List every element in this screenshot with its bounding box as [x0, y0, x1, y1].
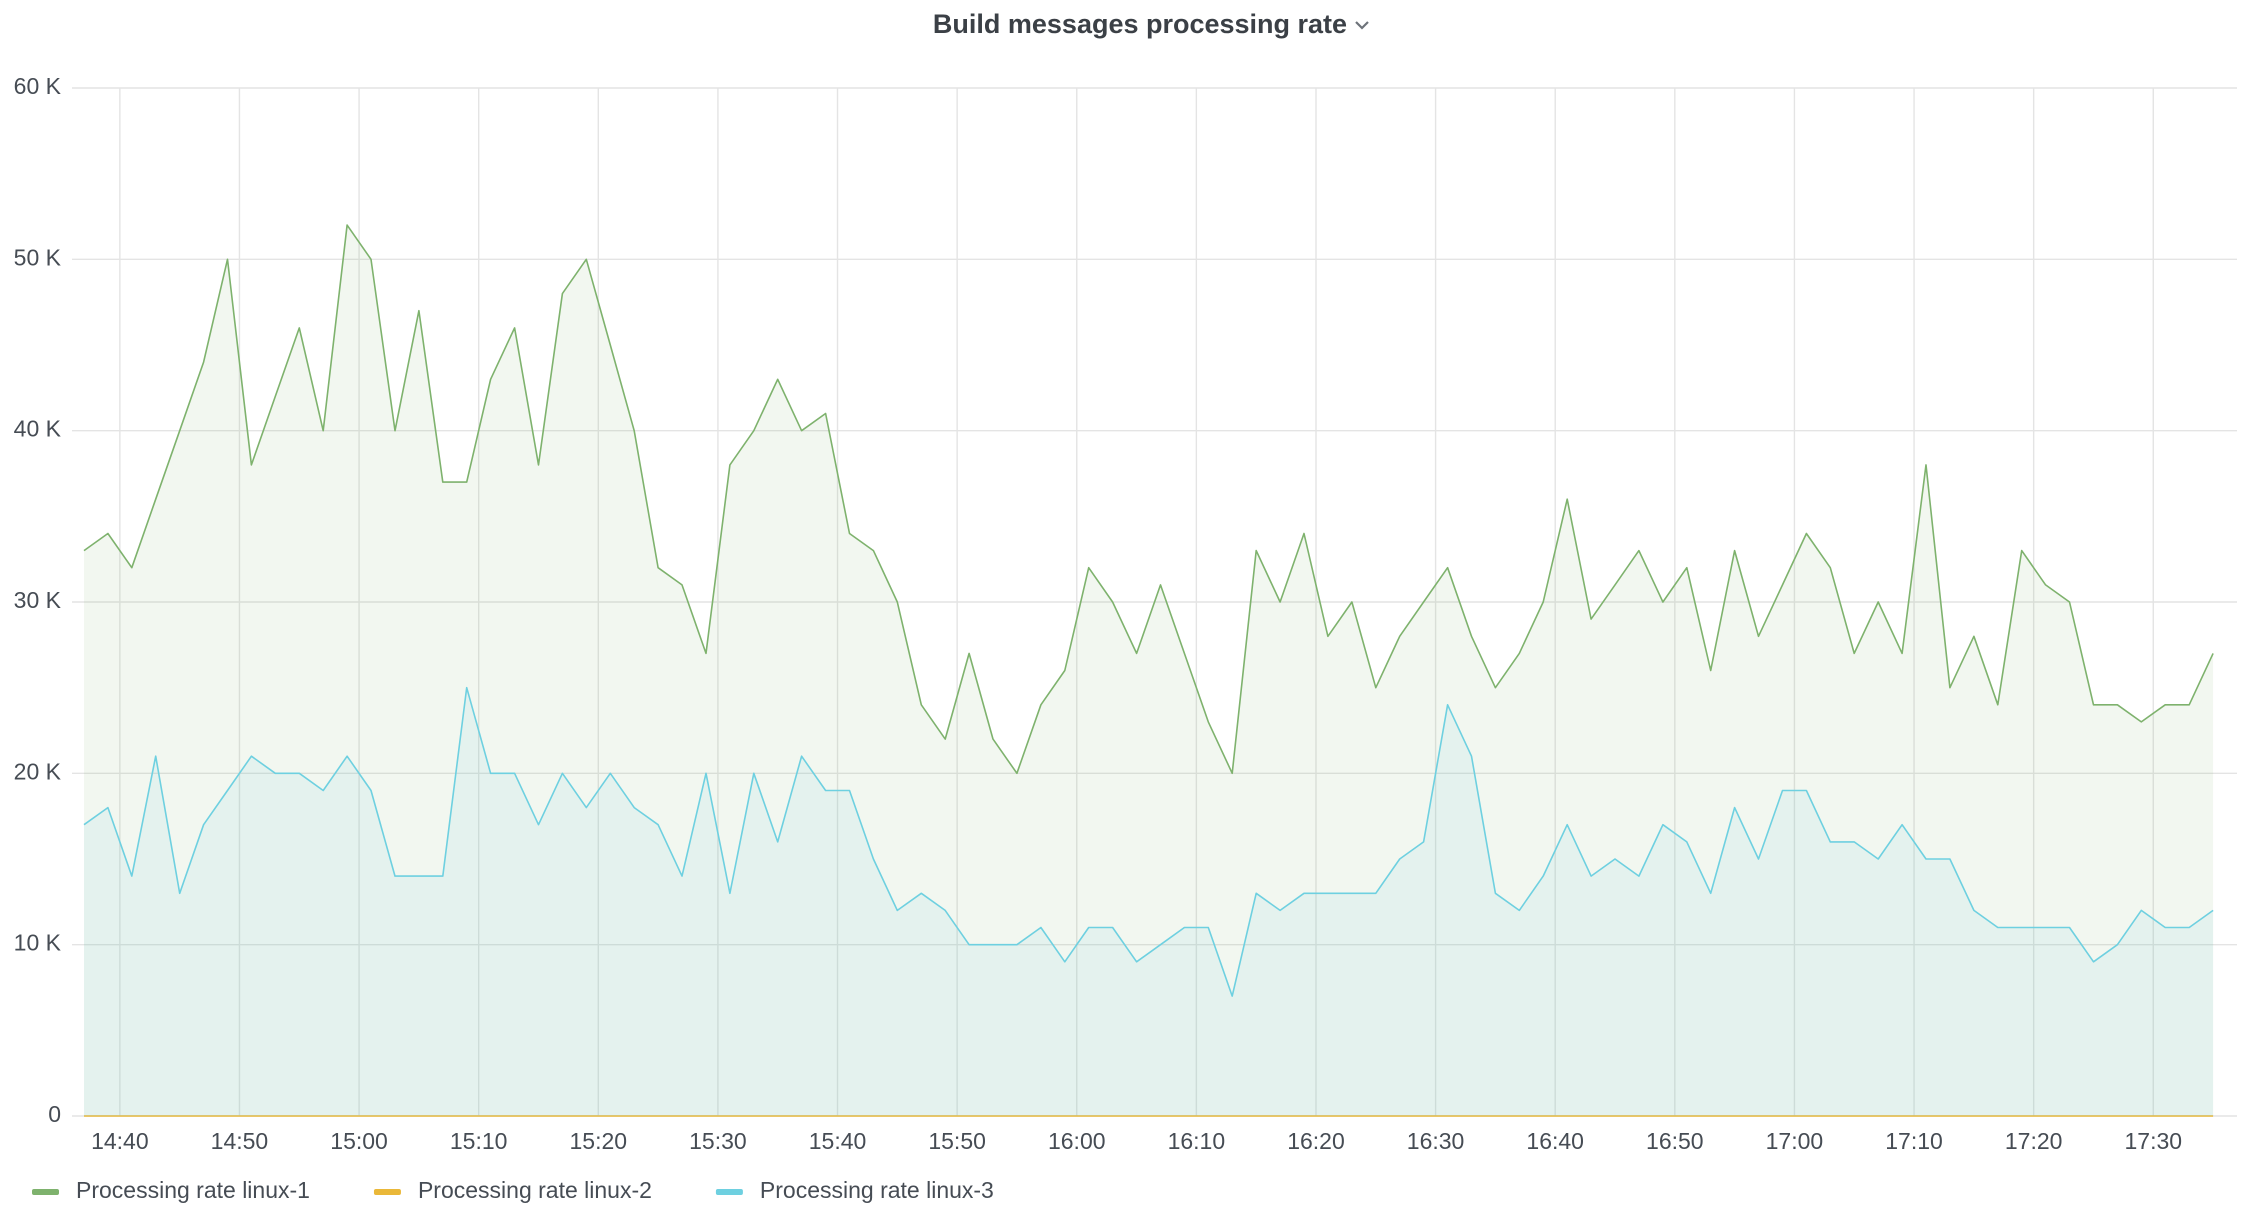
- legend-label[interactable]: Processing rate linux-3: [760, 1177, 994, 1203]
- series-line: [83, 686, 2214, 997]
- chart-title[interactable]: Build messages processing rate: [933, 9, 1347, 39]
- x-tick-label: 14:40: [91, 1128, 149, 1154]
- x-tick-label: 15:50: [928, 1128, 986, 1154]
- x-tick-label: 15:00: [330, 1128, 388, 1154]
- series-area: [84, 225, 2214, 1117]
- legend-swatch: [32, 1189, 59, 1195]
- y-tick-label: 30 K: [14, 587, 62, 613]
- x-tick-label: 17:20: [2005, 1128, 2063, 1154]
- x-tick-label: 15:30: [689, 1128, 747, 1154]
- x-tick-label: 17:00: [1766, 1128, 1824, 1154]
- x-tick-label: 16:20: [1287, 1128, 1345, 1154]
- legend-swatch: [715, 1189, 743, 1195]
- legend-label[interactable]: Processing rate linux-1: [76, 1177, 310, 1203]
- series-line: [83, 224, 2214, 775]
- x-tick-label: 16:00: [1048, 1128, 1106, 1154]
- x-tick-label: 16:30: [1407, 1128, 1465, 1154]
- y-tick-label: 0: [48, 1101, 61, 1127]
- legend-label[interactable]: Processing rate linux-2: [418, 1177, 652, 1203]
- x-tick-label: 15:20: [570, 1128, 628, 1154]
- x-tick-label: 17:10: [1885, 1128, 1943, 1154]
- x-tick-label: 17:30: [2124, 1128, 2182, 1154]
- x-tick-label: 14:50: [211, 1128, 269, 1154]
- y-tick-label: 10 K: [14, 930, 62, 956]
- x-tick-label: 16:50: [1646, 1128, 1704, 1154]
- y-tick-label: 20 K: [14, 758, 62, 784]
- y-tick-label: 40 K: [14, 416, 62, 442]
- y-tick-label: 50 K: [14, 244, 62, 270]
- legend-swatch: [373, 1189, 401, 1195]
- x-tick-label: 16:10: [1168, 1128, 1226, 1154]
- series-area: [84, 687, 2214, 1116]
- y-tick-label: 60 K: [14, 73, 62, 99]
- x-tick-label: 15:10: [450, 1128, 508, 1154]
- x-tick-label: 16:40: [1526, 1128, 1584, 1154]
- x-tick-label: 15:40: [809, 1128, 867, 1154]
- title-dropdown-icon[interactable]: [1355, 21, 1369, 30]
